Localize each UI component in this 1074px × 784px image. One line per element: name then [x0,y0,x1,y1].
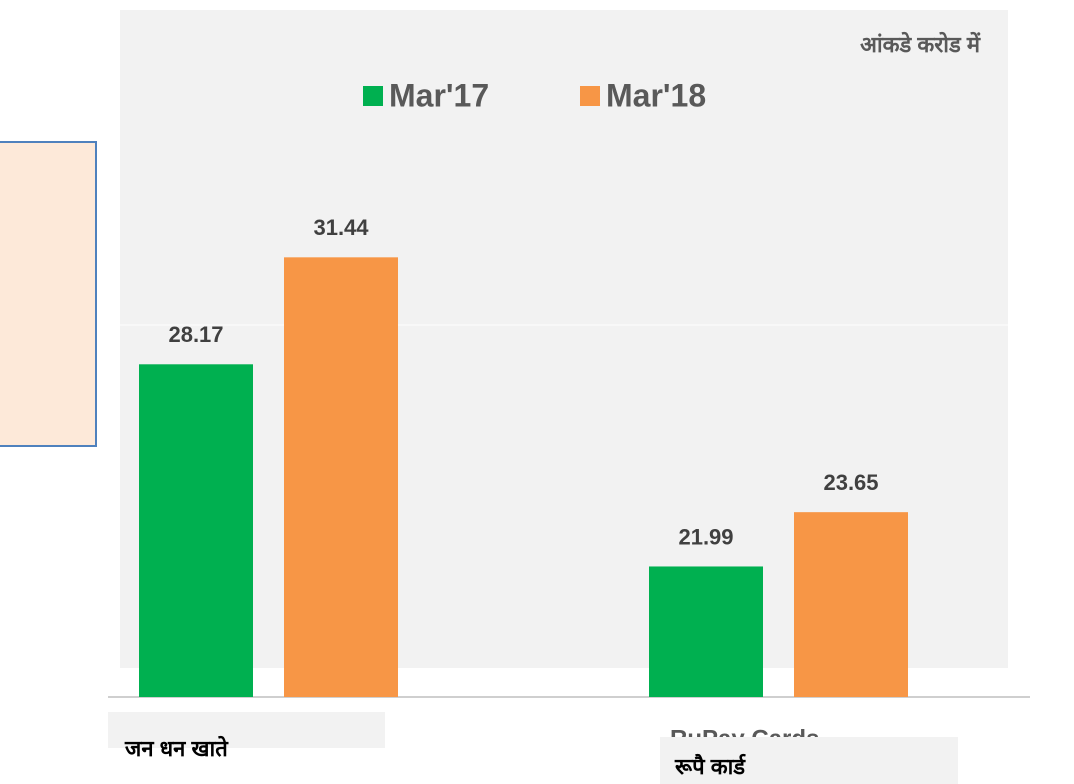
bar [794,512,908,697]
x-tick-label: रूपै कार्ड [674,753,746,779]
bar [649,566,763,697]
bar [139,364,253,697]
value-label: 21.99 [678,524,733,549]
bar [284,257,398,697]
side-box [0,141,97,447]
legend-swatch [363,86,383,106]
value-label: 31.44 [313,215,369,240]
label-box [108,712,385,748]
value-label: 28.17 [168,322,223,347]
value-label: 23.65 [823,470,878,495]
label-box [660,737,958,784]
x-tick-label: जन धन खाते [124,735,229,761]
note: आंकडे करोड में [860,31,981,57]
legend-swatch [580,86,600,106]
legend-label: Mar'17 [389,77,489,113]
legend-label: Mar'18 [606,77,706,113]
